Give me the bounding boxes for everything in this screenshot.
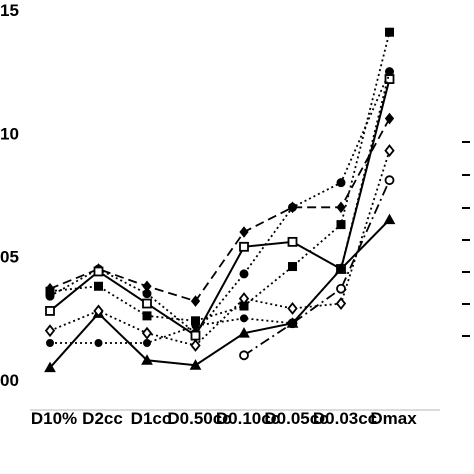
x-tick-label: D10% <box>31 409 77 428</box>
data-point-open-circle <box>336 283 346 294</box>
data-point-filled-triangle <box>189 359 202 370</box>
series-line <box>49 150 391 347</box>
data-point-filled-circle-small <box>385 67 394 76</box>
x-tick-label: D2cc <box>82 409 123 428</box>
data-point-filled-triangle <box>238 327 250 338</box>
data-point-filled-square <box>142 311 152 321</box>
data-point-open-square <box>93 266 104 277</box>
series-5 <box>44 144 395 352</box>
data-point-filled-triangle <box>141 354 153 365</box>
series-6 <box>239 175 395 361</box>
right-edge-tick-marks <box>462 141 470 337</box>
data-point-open-diamond <box>93 304 104 318</box>
data-point-filled-diamond <box>287 201 298 214</box>
series-4 <box>45 74 395 341</box>
data-point-filled-circle <box>239 269 249 279</box>
y-axis-ticks: 00 05 10 15 <box>0 1 19 390</box>
data-point-open-square <box>45 306 55 316</box>
data-point-filled-circle <box>336 178 346 188</box>
series-line <box>243 179 391 357</box>
data-point-filled-circle-small <box>288 319 297 328</box>
data-point-open-diamond <box>190 339 201 352</box>
data-point-open-diamond <box>287 302 298 315</box>
x-axis-ticks: D10% D2cc D1ccD0.50ccD0.10ccD0.05ccD0.03cc… <box>31 409 417 428</box>
data-point-open-diamond <box>44 324 56 338</box>
data-point-filled-square <box>288 262 297 272</box>
data-point-filled-circle-small <box>191 321 200 330</box>
data-point-filled-diamond <box>239 226 249 238</box>
data-point-open-diamond <box>335 297 347 310</box>
data-point-filled-circle-small <box>143 339 151 347</box>
data-point-filled-square <box>94 281 103 291</box>
y-tick-label: 05 <box>0 248 19 267</box>
data-point-filled-diamond <box>45 282 55 295</box>
data-point-filled-triangle <box>383 213 396 225</box>
data-point-open-diamond <box>384 144 395 158</box>
series-line <box>50 71 391 344</box>
data-point-open-square <box>287 236 298 247</box>
y-tick-label: 00 <box>0 371 19 390</box>
data-point-open-circle <box>239 350 249 361</box>
x-tick-label: D0.10cc <box>216 409 280 428</box>
series-line <box>49 78 391 338</box>
data-point-filled-circle-small <box>46 339 54 347</box>
y-tick-label: 15 <box>0 1 19 20</box>
data-point-filled-square <box>385 27 394 37</box>
series-line <box>49 31 391 322</box>
data-point-filled-circle-small <box>240 314 248 323</box>
x-tick-label: Dmax <box>370 409 417 428</box>
x-tick-label: D0.03cc <box>313 409 377 428</box>
data-point-open-diamond <box>238 292 250 306</box>
data-point-open-square <box>190 330 201 341</box>
series-0 <box>45 27 394 326</box>
data-point-open-circle <box>384 175 395 186</box>
data-point-open-square <box>239 241 249 252</box>
series-line <box>49 118 391 303</box>
series-layer <box>44 27 396 373</box>
data-point-filled-diamond <box>336 201 346 214</box>
data-point-filled-circle-small <box>337 265 345 273</box>
data-point-filled-triangle <box>44 361 56 373</box>
x-tick-label: D0.05cc <box>264 409 328 428</box>
series-7 <box>46 67 394 347</box>
series-2 <box>45 112 395 307</box>
data-point-filled-square <box>336 220 346 230</box>
data-point-open-square <box>142 298 152 309</box>
x-tick-label: D0.50cc <box>167 409 231 428</box>
series-line <box>49 71 391 335</box>
data-point-filled-diamond <box>384 112 395 125</box>
data-point-filled-diamond <box>190 295 201 307</box>
x-tick-label: D1cc <box>131 409 172 428</box>
data-point-filled-diamond <box>142 280 152 293</box>
y-tick-label: 10 <box>0 124 19 143</box>
data-point-filled-circle-small <box>94 339 103 347</box>
data-point-open-diamond <box>141 326 153 340</box>
